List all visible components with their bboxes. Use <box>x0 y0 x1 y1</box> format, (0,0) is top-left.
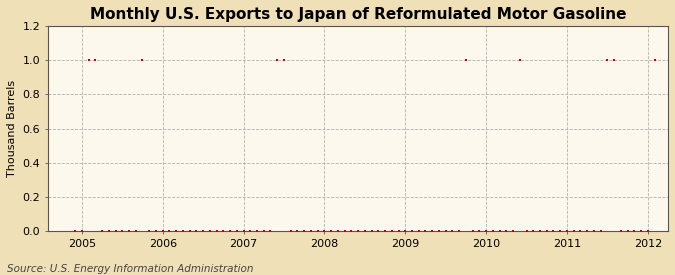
Point <box>379 229 390 233</box>
Point <box>474 229 485 233</box>
Title: Monthly U.S. Exports to Japan of Reformulated Motor Gasoline: Monthly U.S. Exports to Japan of Reformu… <box>90 7 626 22</box>
Point <box>568 229 579 233</box>
Point <box>514 58 525 62</box>
Point <box>272 58 283 62</box>
Point <box>211 229 222 233</box>
Point <box>643 229 653 233</box>
Point <box>616 229 626 233</box>
Point <box>205 229 215 233</box>
Point <box>171 229 182 233</box>
Point <box>117 229 128 233</box>
Point <box>259 229 269 233</box>
Point <box>494 229 505 233</box>
Point <box>144 229 155 233</box>
Point <box>528 229 539 233</box>
Point <box>609 58 620 62</box>
Point <box>521 229 532 233</box>
Point <box>360 229 371 233</box>
Point <box>130 229 141 233</box>
Point <box>124 229 134 233</box>
Point <box>460 58 471 62</box>
Point <box>137 58 148 62</box>
Point <box>238 229 249 233</box>
Point <box>319 229 330 233</box>
Point <box>97 229 107 233</box>
Point <box>433 229 444 233</box>
Point <box>373 229 384 233</box>
Point <box>548 229 559 233</box>
Point <box>164 229 175 233</box>
Point <box>252 229 263 233</box>
Point <box>306 229 317 233</box>
Point <box>286 229 296 233</box>
Point <box>110 229 121 233</box>
Point <box>406 229 417 233</box>
Point <box>420 229 431 233</box>
Point <box>353 229 364 233</box>
Point <box>151 229 161 233</box>
Point <box>602 58 613 62</box>
Point <box>535 229 545 233</box>
Point <box>191 229 202 233</box>
Point <box>636 229 647 233</box>
Point <box>440 229 451 233</box>
Point <box>393 229 404 233</box>
Point <box>218 229 229 233</box>
Point <box>299 229 310 233</box>
Point <box>83 58 94 62</box>
Point <box>555 229 566 233</box>
Point <box>575 229 586 233</box>
Point <box>508 229 518 233</box>
Point <box>178 229 188 233</box>
Point <box>454 229 464 233</box>
Point <box>589 229 599 233</box>
Point <box>487 229 498 233</box>
Text: Source: U.S. Energy Information Administration: Source: U.S. Energy Information Administ… <box>7 264 253 274</box>
Point <box>649 58 660 62</box>
Point <box>582 229 593 233</box>
Point <box>501 229 512 233</box>
Point <box>245 229 256 233</box>
Point <box>467 229 478 233</box>
Point <box>225 229 236 233</box>
Point <box>447 229 458 233</box>
Point <box>541 229 552 233</box>
Point <box>413 229 424 233</box>
Point <box>366 229 377 233</box>
Point <box>333 229 344 233</box>
Point <box>76 229 87 233</box>
Point <box>70 229 80 233</box>
Point <box>622 229 633 233</box>
Point <box>198 229 209 233</box>
Point <box>103 229 114 233</box>
Point <box>232 229 242 233</box>
Point <box>157 229 168 233</box>
Point <box>265 229 276 233</box>
Point <box>595 229 606 233</box>
Point <box>90 58 101 62</box>
Point <box>427 229 437 233</box>
Point <box>292 229 303 233</box>
Point <box>326 229 337 233</box>
Point <box>400 229 410 233</box>
Point <box>184 229 195 233</box>
Y-axis label: Thousand Barrels: Thousand Barrels <box>7 80 17 177</box>
Point <box>629 229 640 233</box>
Point <box>346 229 357 233</box>
Point <box>481 229 491 233</box>
Point <box>313 229 323 233</box>
Point <box>340 229 350 233</box>
Point <box>562 229 572 233</box>
Point <box>279 58 290 62</box>
Point <box>386 229 397 233</box>
